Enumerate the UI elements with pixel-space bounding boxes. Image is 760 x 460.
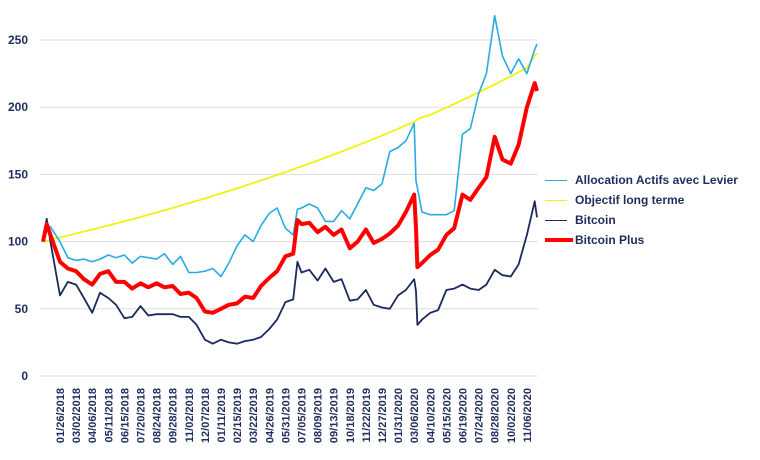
legend-swatch: [545, 179, 567, 181]
x-tick-label: 03/06/2020: [409, 388, 421, 443]
x-tick-label: 07/24/2020: [474, 388, 486, 443]
legend-item-bitcoin: Bitcoin: [545, 210, 738, 230]
x-tick-label: 04/26/2019: [264, 388, 276, 443]
legend-label: Allocation Actifs avec Levier: [575, 173, 738, 187]
x-tick-label: 08/28/2020: [490, 388, 502, 443]
series-line-allocation-actifs-avec-levier: [42, 15, 538, 278]
y-tick-label: 0: [21, 369, 28, 383]
series-lines: [41, 15, 539, 345]
legend-swatch: [545, 199, 567, 201]
x-tick-label: 08/09/2019: [313, 388, 325, 443]
x-tick-label: 09/13/2019: [329, 388, 341, 443]
legend: Allocation Actifs avec Levier Objectif l…: [545, 170, 738, 250]
series-line-objectif-long-terme: [42, 52, 538, 243]
x-tick-label: 09/28/2018: [168, 388, 180, 443]
legend-label: Objectif long terme: [575, 193, 685, 207]
x-tick-label: 03/22/2019: [248, 388, 260, 443]
x-tick-label: 01/31/2020: [393, 388, 405, 443]
legend-label: Bitcoin Plus: [575, 233, 645, 247]
x-tick-label: 08/24/2018: [152, 388, 164, 443]
gridlines: [40, 39, 538, 377]
x-tick-label: 04/10/2020: [425, 388, 437, 443]
legend-swatch: [545, 219, 567, 221]
y-tick-label: 100: [8, 235, 28, 249]
x-tick-label: 10/18/2019: [345, 388, 357, 443]
x-tick-label: 05/15/2020: [441, 388, 453, 443]
legend-item-bitcoin-plus: Bitcoin Plus: [545, 230, 738, 250]
x-tick-label: 11/02/2018: [184, 388, 196, 442]
x-tick-label: 05/11/2018: [103, 388, 115, 442]
legend-swatch: [545, 238, 573, 242]
y-axis-ticks: 0 50 100 150 200 250: [8, 33, 28, 383]
x-tick-label: 06/19/2020: [457, 388, 469, 443]
x-tick-label: 07/20/2018: [136, 388, 148, 443]
x-tick-label: 10/02/2020: [506, 388, 518, 443]
series-line-bitcoin-plus: [41, 81, 539, 315]
x-tick-label: 06/15/2018: [119, 388, 131, 443]
x-tick-label: 03/02/2018: [71, 388, 83, 443]
x-tick-label: 04/06/2018: [87, 388, 99, 443]
x-tick-label: 12/27/2019: [377, 388, 389, 443]
legend-item-objectif: Objectif long terme: [545, 190, 738, 210]
x-tick-label: 11/22/2019: [361, 388, 373, 442]
y-tick-label: 50: [15, 302, 29, 316]
x-tick-label: 11/06/2020: [522, 388, 534, 442]
x-tick-label: 01/26/2018: [55, 388, 67, 443]
y-tick-label: 200: [8, 100, 28, 114]
x-tick-label: 07/05/2019: [296, 388, 308, 443]
legend-item-allocation: Allocation Actifs avec Levier: [545, 170, 738, 190]
y-tick-label: 250: [8, 33, 28, 47]
x-tick-label: 12/07/2018: [200, 388, 212, 443]
x-tick-label: 05/31/2019: [280, 388, 292, 443]
legend-label: Bitcoin: [575, 213, 616, 227]
x-tick-label: 02/15/2019: [232, 388, 244, 443]
series-line-bitcoin: [42, 200, 538, 345]
x-axis-ticks: 01/26/2018 03/02/2018 04/06/2018 05/11/2018…: [55, 388, 534, 443]
y-tick-label: 150: [8, 167, 28, 181]
x-tick-label: 01/11/2019: [216, 388, 228, 442]
